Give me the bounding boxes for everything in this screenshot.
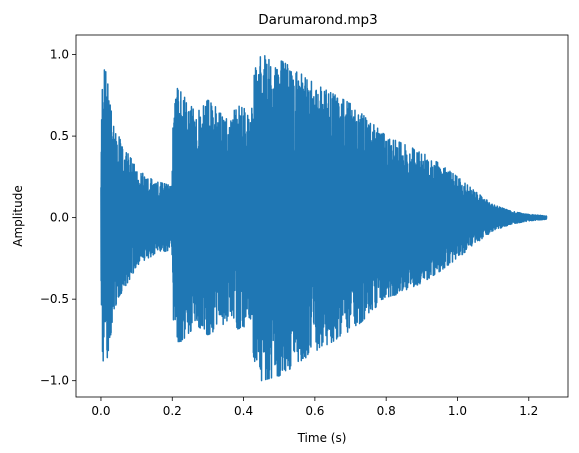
x-tick-label: 0.4 xyxy=(234,404,253,418)
y-axis-label: Amplitude xyxy=(11,185,25,247)
y-tick-label: 0.5 xyxy=(50,129,69,143)
x-tick-label: 0.2 xyxy=(163,404,182,418)
axes-frame xyxy=(75,34,569,398)
x-axis-label: Time (s) xyxy=(297,431,347,445)
x-axis: 0.0 0.2 0.4 0.6 0.8 1.0 1.2 xyxy=(91,397,538,418)
y-tick-label: 0.0 xyxy=(50,211,69,225)
x-tick-label: 0.0 xyxy=(91,404,110,418)
plot-area xyxy=(100,54,548,382)
x-tick-label: 0.8 xyxy=(377,404,396,418)
y-tick-label: 1.0 xyxy=(50,48,69,62)
chart-title: Darumarond.mp3 xyxy=(258,12,377,28)
y-tick-label: −1.0 xyxy=(40,374,69,388)
y-axis: −1.0 −0.5 0.0 0.5 1.0 xyxy=(40,48,76,388)
waveform-line xyxy=(100,54,548,382)
x-tick-label: 0.6 xyxy=(305,404,324,418)
y-tick-label: −0.5 xyxy=(40,292,69,306)
x-tick-label: 1.2 xyxy=(519,404,538,418)
x-tick-label: 1.0 xyxy=(448,404,467,418)
